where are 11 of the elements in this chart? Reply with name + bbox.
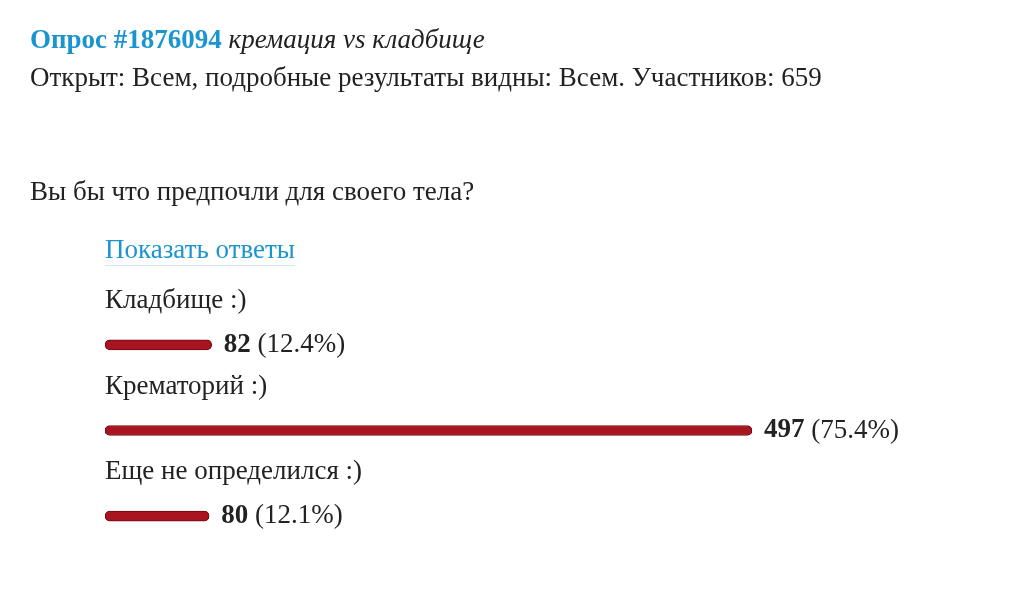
text: Показать ответы xyxy=(105,234,295,266)
data-label: 497 (75.4%) xyxy=(764,413,899,444)
data-label: 80 (12.1%) xyxy=(221,499,343,530)
y-tick-label: Кладбище :) xyxy=(105,283,247,314)
chart-title: Опрос #1876094 xyxy=(30,24,222,54)
y-tick-label: Еще не определился :) xyxy=(105,455,363,486)
chart-subtitle: кремация vs кладбище xyxy=(228,24,485,54)
text: Вы бы что предпочли для своего тела? xyxy=(30,176,475,207)
y-tick-label: Крематорий :) xyxy=(105,369,268,400)
text: Открыт: Всем, подробные результаты видны: Всем. Участников: 659 xyxy=(30,61,823,94)
data-label: 82 (12.4%) xyxy=(223,327,346,358)
